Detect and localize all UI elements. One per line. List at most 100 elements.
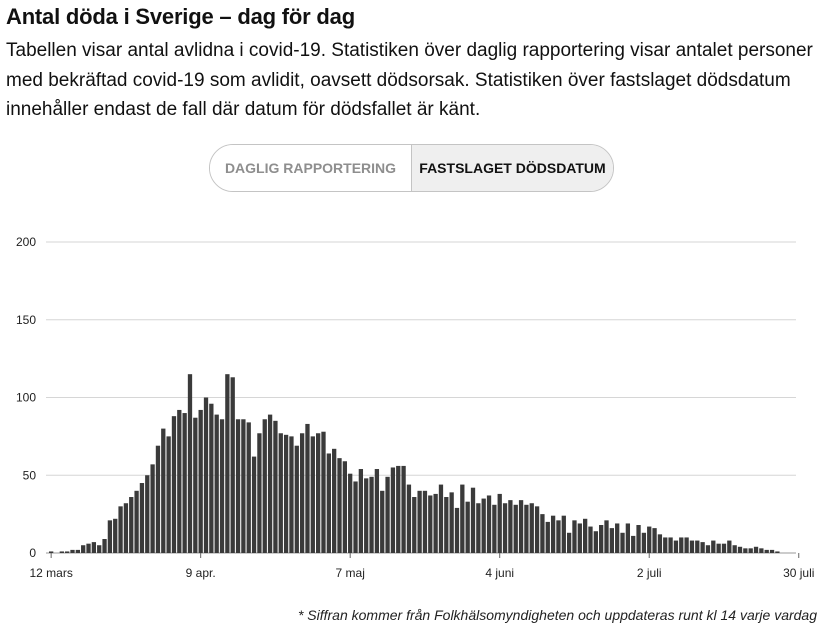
bar xyxy=(235,419,241,553)
bar xyxy=(134,490,139,553)
bar xyxy=(97,545,102,553)
bar xyxy=(775,551,780,553)
bar xyxy=(727,540,732,553)
bar xyxy=(385,476,390,553)
bar xyxy=(203,397,209,553)
bar xyxy=(321,431,326,553)
bar xyxy=(764,549,769,553)
bar xyxy=(326,453,331,553)
bar xyxy=(70,549,75,553)
bar xyxy=(241,419,246,553)
bar xyxy=(86,543,91,553)
bar xyxy=(636,525,641,553)
bar xyxy=(401,465,406,553)
bar xyxy=(91,542,97,553)
bar xyxy=(743,548,748,553)
y-tick-label: 200 xyxy=(16,235,36,249)
bar xyxy=(342,461,347,553)
bar xyxy=(310,436,315,553)
x-tick-label: 7 maj xyxy=(336,566,365,580)
bar xyxy=(470,487,476,553)
bar xyxy=(566,532,572,553)
bar xyxy=(81,545,86,553)
bar xyxy=(316,433,321,553)
bar xyxy=(705,545,711,553)
bar xyxy=(550,515,556,553)
x-tick-label: 4 juni xyxy=(485,566,514,580)
bar xyxy=(251,456,257,553)
bar xyxy=(641,532,647,553)
chart-title: Antal döda i Sverige – dag för dag xyxy=(6,4,355,29)
bar xyxy=(353,481,358,553)
bar xyxy=(177,409,182,553)
bar xyxy=(748,548,753,553)
bar xyxy=(721,543,727,553)
bar xyxy=(673,540,679,553)
bar xyxy=(283,434,289,553)
bar xyxy=(684,537,689,553)
bar xyxy=(540,514,545,553)
bar xyxy=(129,497,134,553)
bar xyxy=(711,540,716,553)
bar xyxy=(257,433,262,553)
bar xyxy=(161,428,166,553)
bar xyxy=(139,483,145,553)
bar xyxy=(171,416,177,553)
bar xyxy=(118,506,123,553)
bar xyxy=(679,537,684,553)
bar xyxy=(497,493,502,553)
bar xyxy=(652,528,657,553)
bar xyxy=(364,478,369,553)
bar xyxy=(113,518,118,553)
bar xyxy=(556,520,561,553)
bar xyxy=(700,542,705,553)
bar xyxy=(262,419,267,553)
bar xyxy=(209,403,214,553)
bar xyxy=(358,469,364,553)
bar xyxy=(577,523,582,553)
bar xyxy=(508,500,513,553)
bar xyxy=(486,495,492,553)
bar xyxy=(737,546,743,553)
bar xyxy=(625,523,631,553)
bar xyxy=(753,546,759,553)
bar xyxy=(449,492,454,553)
bar xyxy=(406,484,412,553)
footnote: * Siffran kommer från Folkhälsomyndighet… xyxy=(297,607,817,623)
bar xyxy=(299,433,305,553)
bar xyxy=(615,523,620,553)
bar xyxy=(502,503,508,553)
bar xyxy=(123,503,129,553)
bar xyxy=(481,498,486,553)
bar xyxy=(348,473,353,553)
bar xyxy=(492,504,497,553)
bar xyxy=(583,518,588,553)
bar xyxy=(620,532,625,553)
y-tick-label: 50 xyxy=(23,468,37,482)
deaths-bar-chart: 0 50 100 150 200 12 mars 9 apr. 7 maj 4 juni 2 ju… xyxy=(16,235,814,580)
bar xyxy=(663,537,668,553)
toggle-fastslaget-dodsdatum[interactable]: FASTSLAGET DÖDSDATUM xyxy=(411,145,613,191)
bar xyxy=(49,551,54,553)
bar xyxy=(476,503,481,553)
bar xyxy=(145,475,150,553)
bar xyxy=(657,534,663,553)
bar xyxy=(75,549,80,553)
bar xyxy=(337,458,342,553)
bar xyxy=(246,422,251,553)
bar xyxy=(187,374,193,553)
bar xyxy=(444,497,449,553)
toggle-daglig-rapportering[interactable]: DAGLIG RAPPORTERING xyxy=(210,145,411,191)
bar xyxy=(631,535,636,553)
y-tick-label: 100 xyxy=(16,391,36,405)
bar xyxy=(102,539,107,553)
bar xyxy=(759,548,764,553)
bar xyxy=(588,526,593,553)
bar xyxy=(518,500,524,553)
bar xyxy=(374,469,380,553)
bar xyxy=(534,506,540,553)
bar xyxy=(417,490,422,553)
x-tick-label: 12 mars xyxy=(29,566,72,580)
bar xyxy=(65,551,70,553)
bar xyxy=(593,531,598,553)
